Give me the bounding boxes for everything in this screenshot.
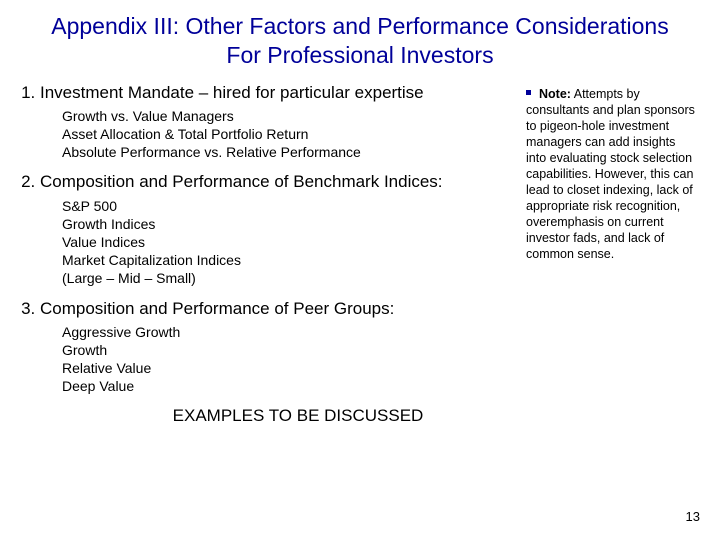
sublist-item: Relative Value <box>62 359 518 377</box>
sublist-item: Growth Indices <box>62 215 518 233</box>
numbered-list: Investment Mandate – hired for particula… <box>18 82 518 396</box>
note-body: Attempts by consultants and plan sponsor… <box>526 87 695 261</box>
content-area: Investment Mandate – hired for particula… <box>0 76 720 426</box>
sublist-item: Value Indices <box>62 233 518 251</box>
sublist-subitem: (Large – Mid – Small) <box>62 269 518 287</box>
sublist-1: Growth vs. Value Managers Asset Allocati… <box>40 107 518 162</box>
list-item-3: Composition and Performance of Peer Grou… <box>40 298 518 396</box>
sublist-item: Growth <box>62 341 518 359</box>
slide: Appendix III: Other Factors and Performa… <box>0 0 720 540</box>
slide-title: Appendix III: Other Factors and Performa… <box>0 0 720 76</box>
list-item-1: Investment Mandate – hired for particula… <box>40 82 518 162</box>
sublist-item: Market Capitalization Indices <box>62 251 518 269</box>
list-item-2: Composition and Performance of Benchmark… <box>40 171 518 287</box>
sublist-item: Absolute Performance vs. Relative Perfor… <box>62 143 518 161</box>
sublist-item: Asset Allocation & Total Portfolio Retur… <box>62 125 518 143</box>
sublist-2: S&P 500 Growth Indices Value Indices Mar… <box>40 197 518 288</box>
item-head: Composition and Performance of Benchmark… <box>40 172 443 191</box>
sublist-3: Aggressive Growth Growth Relative Value … <box>40 323 518 396</box>
sublist-item: Deep Value <box>62 377 518 395</box>
side-note: Note: Attempts by consultants and plan s… <box>526 86 696 262</box>
item-head: Investment Mandate – hired for particula… <box>40 83 424 102</box>
footer-text: EXAMPLES TO BE DISCUSSED <box>18 406 518 426</box>
sublist-item: Growth vs. Value Managers <box>62 107 518 125</box>
sublist-item: S&P 500 <box>62 197 518 215</box>
main-column: Investment Mandate – hired for particula… <box>18 82 518 426</box>
page-number: 13 <box>686 509 700 524</box>
item-head: Composition and Performance of Peer Grou… <box>40 299 394 318</box>
sublist-item: Aggressive Growth <box>62 323 518 341</box>
bullet-icon <box>526 90 531 95</box>
note-label: Note: <box>539 87 571 101</box>
side-column: Note: Attempts by consultants and plan s… <box>518 82 696 426</box>
